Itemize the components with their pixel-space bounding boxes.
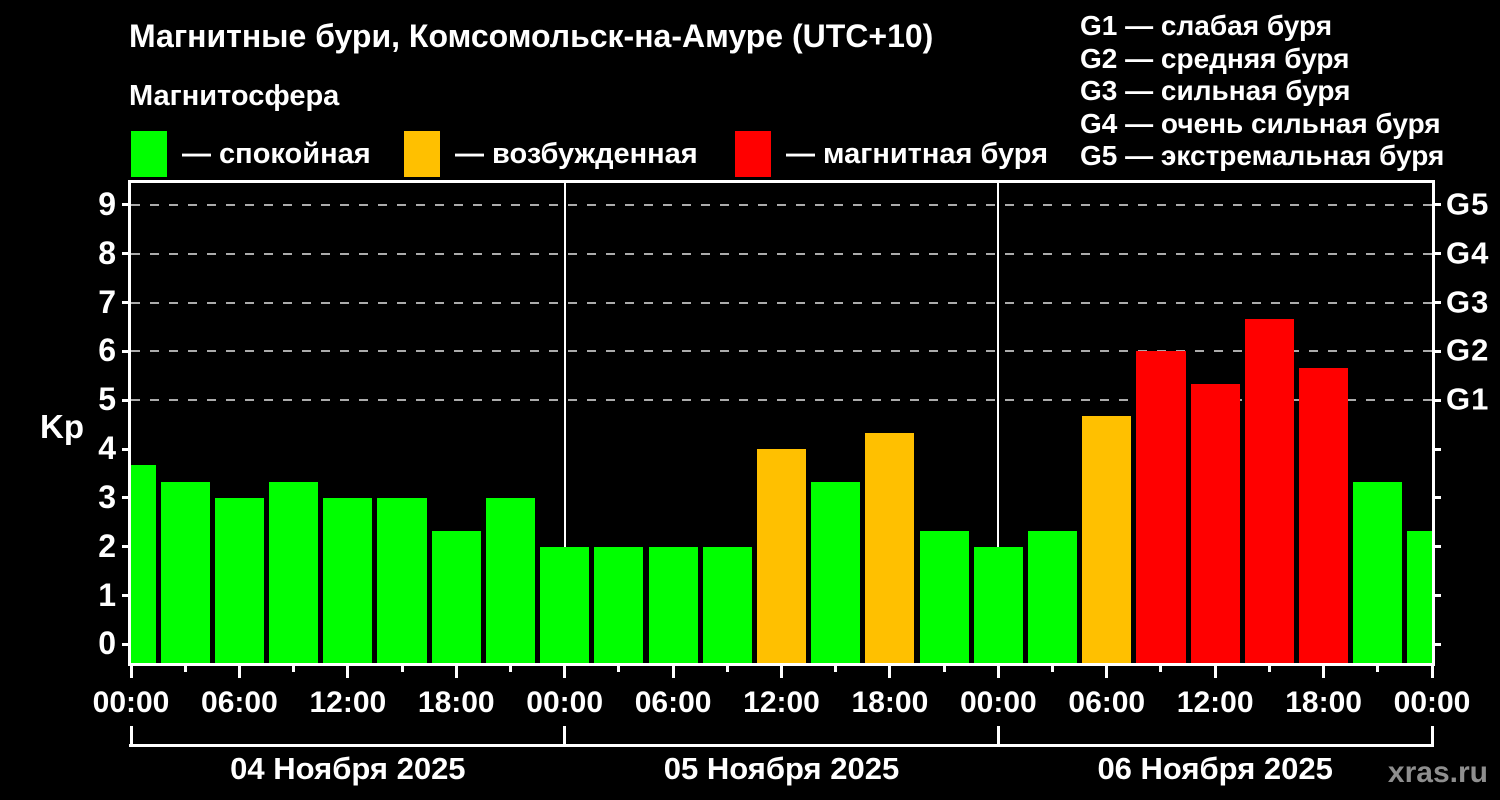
kp-bar [756, 449, 807, 663]
kp-bar [973, 546, 1023, 663]
x-tick-label: 18:00 [417, 686, 495, 719]
x-tick-label: 18:00 [851, 686, 929, 719]
legend-label: — магнитная буря [786, 137, 1049, 170]
kp-bar [485, 497, 536, 663]
kp-bar [1299, 367, 1349, 663]
kp-bar [1190, 384, 1240, 663]
x-tick-label: 00:00 [1393, 686, 1471, 719]
gridline-kp6 [131, 350, 1432, 353]
gridline-kp8 [131, 252, 1432, 255]
x-tick-label: 06:00 [201, 686, 278, 719]
day-date-label: 06 Ноября 2025 [1097, 751, 1333, 786]
legend-item-excited: — возбужденная [404, 131, 698, 177]
kp-bar [1082, 416, 1132, 663]
kp-bar [214, 497, 264, 663]
g-level-label-g5: G5 [1446, 186, 1490, 222]
kp-bar [131, 465, 156, 663]
kp-bar [1353, 481, 1403, 663]
kp-bar [377, 497, 427, 663]
day-bracket-tick [1430, 726, 1434, 744]
kp-bar [160, 481, 210, 663]
day-date-label: 04 Ноября 2025 [230, 751, 466, 786]
quiet-color-swatch [131, 131, 167, 177]
y-tick-label: 4 [98, 429, 116, 466]
day-bracket-tick [129, 726, 133, 744]
y-tick-label: 5 [98, 381, 116, 418]
storm-scale-line-g5: G5 — экстремальная буря [1080, 140, 1445, 171]
storm-scale-line-g4: G4 — очень сильная буря [1080, 107, 1441, 139]
y-tick-label: 3 [98, 478, 116, 515]
legend-label: — возбужденная [455, 137, 698, 170]
g-level-label-g2: G2 [1446, 332, 1490, 368]
kp-bar [702, 546, 752, 663]
kp-bar [919, 530, 969, 663]
kp-bar [431, 530, 481, 663]
kp-bar [1244, 318, 1294, 663]
kp-bar [1407, 530, 1432, 663]
kp-bar [1136, 351, 1186, 663]
storm-scale-line-g1: G1 — слабая буря [1080, 10, 1333, 41]
day-divider-line [997, 183, 1000, 663]
x-tick-label: 12:00 [743, 686, 820, 719]
kp-bar [269, 481, 319, 663]
day-date-label: 05 Ноября 2025 [663, 751, 900, 786]
kp-bar [648, 546, 698, 663]
g-level-label-g4: G4 [1446, 235, 1490, 271]
page-title: Магнитные бури, Комсомольск-на-Амуре (UT… [129, 18, 934, 54]
kp-bar [1027, 530, 1078, 663]
day-bracket-line [129, 744, 1434, 747]
storm-scale-line-g2: G2 — средняя буря [1080, 42, 1350, 74]
day-divider-line [563, 183, 566, 663]
y-tick-label: 7 [98, 283, 116, 320]
kp-bar [865, 433, 915, 663]
y-tick-label: 2 [98, 527, 116, 564]
gridline-kp9 [131, 203, 1432, 206]
x-tick-label: 12:00 [309, 686, 387, 719]
kp-bar [594, 546, 644, 663]
x-tick-label: 12:00 [1176, 686, 1254, 719]
storm-scale-legend: G1 — слабая буря G2 — средняя буря G3 — … [1080, 10, 1444, 173]
kp-bar [323, 497, 373, 663]
watermark: xras.ru [1387, 756, 1488, 789]
x-tick-label: 00:00 [959, 686, 1037, 719]
y-tick-label: 9 [98, 185, 116, 222]
gridline-kp5 [131, 399, 1432, 402]
chart-subtitle: Магнитосфера [129, 80, 340, 112]
y-tick-label: 0 [98, 625, 116, 662]
storm-scale-line-g3: G3 — сильная буря [1080, 75, 1351, 106]
excited-color-swatch [404, 131, 440, 177]
x-tick-label: 06:00 [634, 686, 712, 719]
y-tick-label: 8 [98, 234, 116, 271]
gridline-kp7 [131, 301, 1432, 304]
plot-area [128, 180, 1435, 666]
y-tick-label: 6 [98, 332, 116, 369]
legend-item-storm: — магнитная буря [735, 131, 1048, 177]
y-axis-title: Kp [40, 408, 84, 445]
x-tick-label: 00:00 [526, 686, 604, 719]
g-level-label-g3: G3 [1446, 283, 1490, 319]
storm-color-swatch [735, 131, 771, 177]
x-tick-label: 18:00 [1285, 686, 1362, 719]
legend-item-quiet: — спокойная [131, 131, 371, 177]
kp-bar [811, 481, 861, 663]
legend-label: — спокойная [182, 137, 371, 170]
g-level-label-g1: G1 [1446, 381, 1490, 417]
x-tick-label: 06:00 [1068, 686, 1146, 719]
y-tick-label: 1 [98, 576, 116, 613]
kp-bar [540, 546, 590, 663]
x-tick-label: 00:00 [92, 686, 170, 719]
day-bracket-tick [563, 726, 567, 744]
day-bracket-tick [996, 726, 1000, 744]
